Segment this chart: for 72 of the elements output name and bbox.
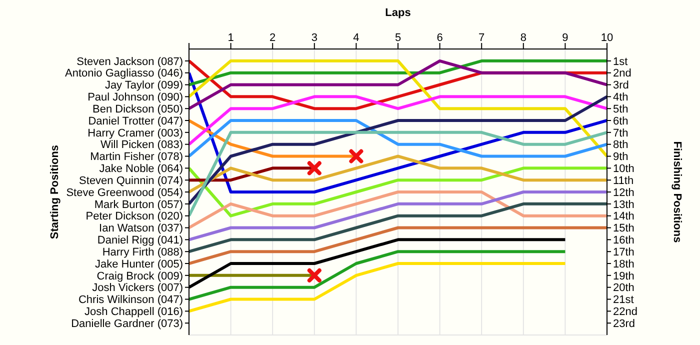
category-label: Jake Hunter (005) [94,258,183,270]
category-label: Josh Chappell (016) [84,306,183,318]
y2-tick-label: 2nd [613,68,632,80]
y2-tick-label: 5th [613,103,628,116]
y2-tick-label: 18th [613,258,634,270]
category-label: Craig Brock (009) [96,270,183,282]
x-tick-label: 3 [311,32,318,44]
category-label: Martin Fisher (078) [90,151,183,164]
text: Starting Positions [48,144,61,240]
line-series [189,202,607,254]
y2-tick-label: 1st [613,56,628,68]
x-tick-label: 6 [436,32,443,44]
y2-tick-label: 3rd [613,80,629,92]
category-label: Danielle Gardner (073) [71,318,183,330]
y2-axis-title: Finishing Positions [671,141,684,243]
line-series [189,226,607,265]
x-tick-label: 9 [562,32,568,44]
x-tick-label: 5 [394,32,402,44]
category-label: Steven Jackson (087) [76,56,183,68]
y2-tick-label: 13th [613,198,634,211]
y2-tick-label: 22nd [613,306,638,318]
x-tick-label: 7 [478,32,485,44]
category-label: Jake Noble (064) [99,163,183,176]
x-tick-label: 10 [600,32,614,44]
point [349,149,364,164]
y2-tick-label: 16th [613,234,634,247]
y2-tick-label: 17th [613,246,634,258]
category-label: Will Picken (083) [100,139,183,152]
y2-tick-label: 23rd [613,318,636,330]
category-label: Ian Watson (037) [99,222,183,235]
y2-tick-label: 6th [613,115,628,128]
y2-tick-label: 8th [613,139,628,152]
line-series [189,166,607,218]
line-series [189,190,607,242]
y2-tick-label: 11th [613,174,634,187]
category-label: Antonio Gagliasso (046) [64,68,183,80]
y2-tick-label: 10th [613,163,634,176]
category-label: Steven Quinnin (074) [79,174,183,187]
category-label: Paul Johnson (090) [88,92,183,104]
y2-tick-label: 14th [613,210,634,223]
category-label: Harry Firth (088) [102,246,183,258]
y2-tick-label: 21st [613,294,634,306]
line-series [189,262,567,313]
x-tick-label: 4 [353,32,360,44]
x-axis-title: Laps [385,6,411,19]
point [307,268,322,282]
line-series [189,190,607,230]
category-label: Daniel Trotter (047) [88,115,183,128]
category-label: Jay Taylor (099) [104,80,183,92]
category-label: Josh Vickers (007) [92,282,183,294]
line-series [189,59,607,158]
y2-tick-label: 9th [613,151,628,164]
category-label: Ben Dickson (050) [92,103,183,116]
category-label: Chris Wilkinson (047) [78,294,183,306]
category-label: Steve Greenwood (054) [66,186,183,199]
y2-tick-label: 12th [613,186,634,199]
y2-tick-label: 15th [613,222,634,235]
y2-tick-label: 4th [613,92,628,104]
line-series [189,95,607,206]
category-label: Harry Cramer (003) [88,127,183,140]
line-series [189,154,607,194]
line-series [189,250,567,301]
y2-tick-label: 20th [613,282,634,294]
category-label: Mark Burton (057) [94,198,183,211]
y2-tick-label: 19th [613,270,634,282]
category-label: Daniel Rigg (041) [97,234,183,247]
x-tick-label: 2 [270,32,276,44]
point [307,161,322,176]
x-tick-label: 8 [520,32,526,44]
category-label: Peter Dickson (020) [86,210,183,223]
x-tick-label: 1 [228,32,234,44]
y2-tick-label: 7th [613,127,628,140]
